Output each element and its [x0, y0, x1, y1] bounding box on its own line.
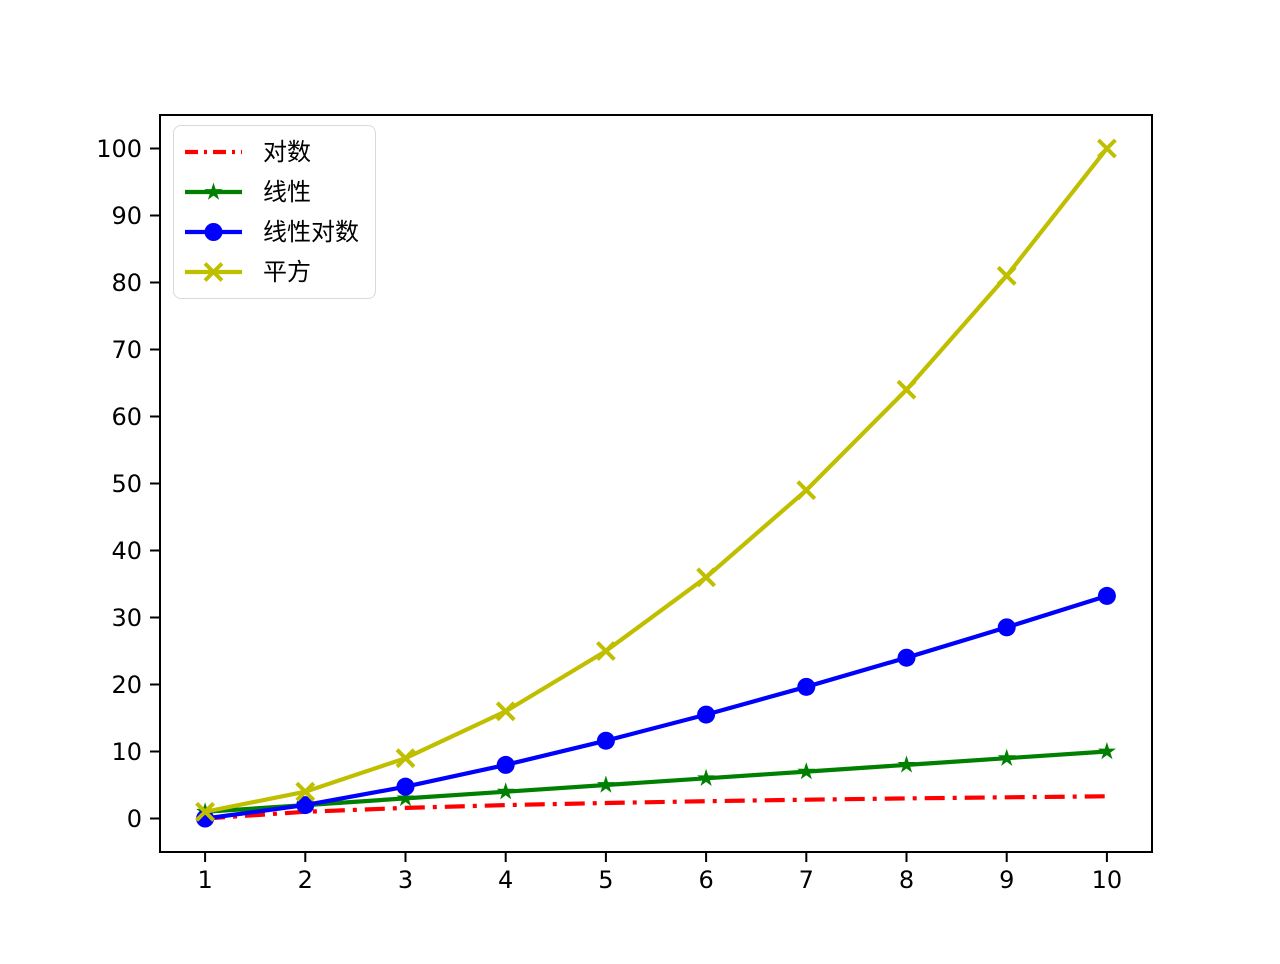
series-line-linear: [204, 749, 1108, 814]
legend-item-linearlog: 线性对数: [184, 212, 359, 252]
y-tick-label: 20: [111, 671, 142, 699]
marker-x-square: [996, 265, 1017, 286]
x-tick-label: 7: [799, 866, 814, 894]
legend: 对数线性线性对数平方: [173, 125, 376, 299]
marker-star-linear: [1097, 742, 1116, 760]
marker-circle-linearlog: [396, 777, 415, 796]
marker-star-linear: [596, 775, 615, 793]
marker-x-square: [896, 379, 917, 400]
y-tick-label: 40: [111, 537, 142, 565]
y-tick-label: 90: [111, 202, 142, 230]
series-square: [195, 138, 1117, 822]
x-tick-label: 5: [598, 866, 613, 894]
marker-x-square: [295, 781, 316, 802]
legend-swatch-linear: [185, 182, 242, 200]
y-tick-label: 70: [111, 336, 142, 364]
series-log: [204, 794, 1107, 821]
series-line-log: [204, 794, 1107, 821]
marker-x-square: [1096, 138, 1117, 159]
marker-circle-linearlog: [296, 796, 315, 815]
marker-x-square-legend: [203, 262, 224, 282]
marker-star-linear: [797, 762, 816, 780]
x-tick-label: 4: [498, 866, 513, 894]
y-tick-label: 60: [111, 403, 142, 431]
marker-circle-linearlog: [697, 705, 716, 724]
marker-x-square: [796, 480, 817, 501]
marker-star-linear: [997, 748, 1016, 766]
x-tick-label: 3: [398, 866, 413, 894]
y-tick-label: 80: [111, 269, 142, 297]
plot-series: [195, 138, 1117, 828]
marker-star-linear: [396, 788, 415, 807]
x-tick-label: 1: [197, 866, 212, 894]
legend-label-square: 平方: [263, 258, 311, 286]
marker-circle-linearlog: [797, 677, 816, 696]
marker-x-square: [495, 701, 516, 722]
legend-swatch-log: [185, 149, 242, 155]
series-line-square: [204, 147, 1109, 814]
marker-star-linear-legend: [204, 182, 223, 200]
x-tick-label: 9: [999, 866, 1014, 894]
marker-x-square: [195, 801, 216, 822]
x-tick-label: 6: [698, 866, 713, 894]
legend-label-linearlog: 线性对数: [263, 218, 359, 246]
x-tick-label: 2: [298, 866, 313, 894]
legend-item-linear: 线性: [184, 172, 359, 212]
x-tick-label: 10: [1092, 866, 1123, 894]
x-tick-label: 8: [899, 866, 914, 894]
marker-circle-linearlog: [997, 618, 1016, 637]
legend-label-linear: 线性: [263, 178, 311, 206]
marker-star-linear: [897, 755, 916, 773]
series-linearlog: [196, 586, 1116, 828]
y-tick-label: 100: [96, 135, 142, 163]
marker-circle-linearlog: [1097, 586, 1116, 605]
marker-circle-linearlog: [596, 731, 615, 750]
series-line-linearlog: [204, 593, 1108, 821]
marker-x-square: [696, 567, 717, 588]
legend-item-log: 对数: [184, 132, 359, 172]
y-tick-label: 30: [111, 604, 142, 632]
marker-x-square: [395, 748, 416, 769]
y-tick-label: 50: [111, 470, 142, 498]
axes-frame: [159, 114, 1153, 853]
marker-circle-linearlog: [496, 755, 515, 774]
marker-circle-linearlog-legend: [204, 223, 223, 241]
y-tick-label: 0: [127, 805, 142, 833]
legend-label-log: 对数: [263, 138, 311, 166]
marker-star-linear: [697, 768, 716, 786]
legend-swatch-square: [185, 262, 242, 282]
marker-x-square: [595, 641, 616, 661]
marker-circle-linearlog: [897, 648, 916, 667]
y-tick-label: 10: [111, 738, 142, 766]
legend-swatch-linearlog: [185, 223, 242, 241]
legend-item-square: 平方: [184, 252, 359, 292]
marker-star-linear: [496, 782, 515, 800]
